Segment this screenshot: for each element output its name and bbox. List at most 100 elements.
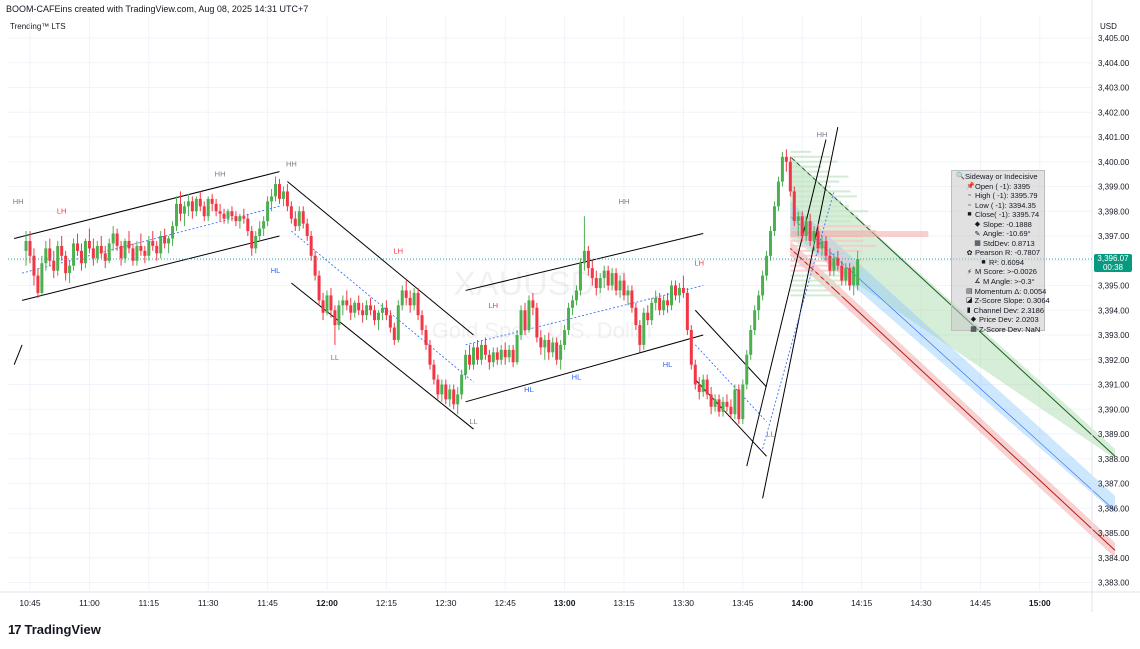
swing-label-lh: LH <box>393 246 403 255</box>
time-tick-label: 12:00 <box>316 598 338 608</box>
candle-body <box>186 201 190 207</box>
candle-body <box>222 213 226 219</box>
candle-body <box>456 394 460 405</box>
price-tick-label: 3,405.00 <box>1098 34 1130 43</box>
candle-body <box>408 297 412 306</box>
slope-icon: ◆ <box>974 221 981 228</box>
candle-body <box>828 255 832 271</box>
candle-body <box>206 198 210 217</box>
candle-body <box>527 300 531 331</box>
swing-label-ll: LL <box>766 429 774 438</box>
candle-body <box>555 342 559 360</box>
candle-body <box>551 342 555 353</box>
price-tick-label: 3,400.00 <box>1098 158 1130 167</box>
swing-label-hl: HL <box>524 385 534 394</box>
candle-body <box>662 300 666 311</box>
last-price-badge: 3,396.07 00:38 <box>1094 254 1132 272</box>
candle-body <box>689 330 693 365</box>
info-row: ◪ Z-Score Slope: 0.3064 <box>952 296 1050 306</box>
candle-body <box>111 233 115 244</box>
candle-body <box>586 250 590 269</box>
candle-body <box>175 203 179 227</box>
candle-body <box>254 236 258 249</box>
swing-label-ll: LL <box>331 353 339 362</box>
channel-4-top <box>694 309 767 388</box>
candle-body <box>495 352 499 360</box>
candle-body <box>313 255 317 276</box>
indicator-name[interactable]: Trending™ LTS <box>10 22 66 31</box>
candle-body <box>666 300 670 306</box>
candle-body <box>127 240 131 249</box>
candle-body <box>539 337 543 348</box>
swing-label-hl: HL <box>663 360 673 369</box>
channel-1-top <box>14 171 280 239</box>
candle-body <box>79 250 83 264</box>
candle-body <box>852 267 856 286</box>
candle-body <box>190 201 194 212</box>
tradingview-logo-icon: 17 <box>8 622 22 637</box>
volume-profile-bar <box>790 215 859 218</box>
volume-profile-bar <box>790 225 871 228</box>
candle-body <box>119 245 123 259</box>
candle-body <box>135 245 139 261</box>
time-tick-label: 14:15 <box>851 598 873 608</box>
candle-body <box>72 243 76 266</box>
price-tick-label: 3,388.00 <box>1098 455 1130 464</box>
info-row: ∡ M Angle: >-0.3° <box>952 277 1044 287</box>
candle-body <box>820 240 824 249</box>
candle-body <box>131 248 135 261</box>
volume-profile-bar <box>790 200 841 203</box>
candle-body <box>139 245 143 251</box>
volume-profile-bar <box>790 269 841 272</box>
time-tick-label: 11:45 <box>257 598 278 608</box>
candle-body <box>487 354 491 363</box>
channel-4-mid <box>694 344 767 422</box>
low-icon: ▫ <box>968 201 971 209</box>
candle-body <box>270 196 274 202</box>
info-row: ◆ Slope: -0.1888 <box>952 220 1044 230</box>
candle-body <box>594 278 598 288</box>
currency-label[interactable]: USD <box>1100 22 1117 31</box>
swing-label-ll: LL <box>469 417 477 426</box>
candle-body <box>693 364 697 385</box>
candle-body <box>824 240 828 256</box>
candle-body <box>844 268 848 281</box>
candle-body <box>468 354 472 365</box>
candle-body <box>250 231 254 249</box>
candle-body <box>578 263 582 291</box>
candle-body <box>285 191 289 207</box>
volume-profile-bar <box>790 254 848 257</box>
price-tick-label: 3,390.00 <box>1098 405 1130 414</box>
candle-body <box>234 216 238 222</box>
volume-profile-bar <box>790 170 829 173</box>
swing-label-lh: LH <box>57 207 67 216</box>
candle-body <box>559 344 563 360</box>
candle-body <box>769 231 773 256</box>
candle-body <box>95 245 99 259</box>
candle-body <box>614 273 618 291</box>
candle-body <box>563 330 567 345</box>
candle-body <box>749 330 753 355</box>
trend-info-panel: 🔍 Sideway or Indecisive 📌 Open ( -1): 3395 ▫… <box>951 170 1050 334</box>
candle-body <box>115 233 119 246</box>
candle-body <box>337 305 341 326</box>
info-row: ■ R²: 0.6094 <box>952 258 1044 268</box>
info-row-text: Open ( -1): 3395 <box>975 181 1031 191</box>
candle-body <box>345 300 349 306</box>
info-row-text: Z-Score Slope: 0.3064 <box>974 296 1050 306</box>
candle-body <box>571 300 575 308</box>
candle-body <box>737 389 741 420</box>
volume-poc-bar <box>790 231 929 238</box>
trend-channels <box>13 127 839 499</box>
info-row-text: M Angle: >-0.3° <box>983 277 1035 287</box>
candle-body <box>515 335 519 363</box>
candle-body <box>293 218 297 227</box>
magnifier-icon: 🔍 <box>956 173 965 181</box>
grid-layer <box>8 16 1092 590</box>
tradingview-logo[interactable]: 17 TradingView <box>8 622 101 637</box>
angle-icon: ✎ <box>974 230 981 238</box>
volume-profile-bar <box>790 274 845 277</box>
info-row-text: Momentum Δ: 0.0054 <box>974 286 1047 296</box>
time-tick-label: 12:15 <box>376 598 398 608</box>
candle-body <box>99 245 103 254</box>
